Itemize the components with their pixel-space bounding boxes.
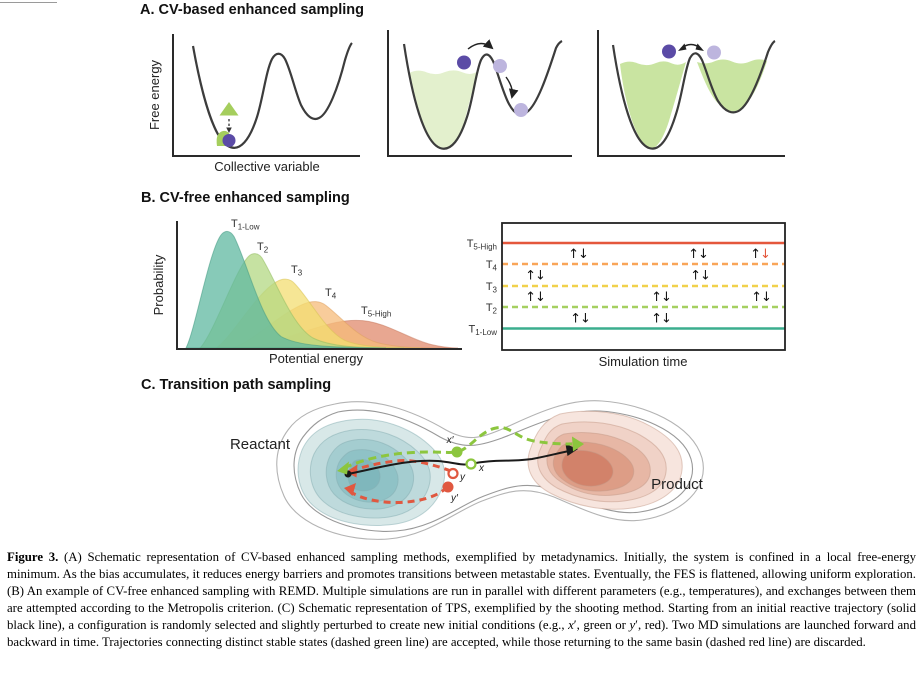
exchange-arrows: ↑↓ bbox=[570, 312, 590, 327]
remd-xlabel: Simulation time bbox=[599, 354, 688, 369]
rejected-arrowhead-lower bbox=[344, 483, 356, 496]
exchange-arrows: ↑↓ bbox=[525, 290, 545, 305]
rejected-trajectory-lower bbox=[350, 485, 449, 504]
a3-ghost-ball bbox=[707, 45, 721, 60]
exchange-arrows: ↑↓ bbox=[651, 290, 671, 305]
point-y bbox=[447, 467, 459, 480]
page-top-rule bbox=[0, 2, 57, 3]
a3-exchange-arrowhead-left bbox=[678, 43, 687, 51]
label-y-prime: y′ bbox=[450, 493, 459, 504]
panel-a-plot3 bbox=[597, 30, 785, 157]
a1-ylabel: Free energy bbox=[147, 59, 162, 130]
panel-a-plot2 bbox=[387, 30, 572, 157]
initial-arrowhead bbox=[565, 444, 578, 456]
accepted-arrowhead-reactant bbox=[337, 461, 349, 475]
dist-label-t4: T4 bbox=[325, 287, 337, 301]
accepted-arrowhead-product bbox=[572, 436, 584, 452]
exchange-arrows: ↑↓ bbox=[751, 290, 771, 305]
a3-exchange-arrowhead-right bbox=[695, 43, 704, 51]
remd-box bbox=[501, 222, 786, 351]
point-x bbox=[465, 458, 477, 470]
remd-label-t4: T4 bbox=[486, 259, 498, 273]
dist-label-t1: T1-Low bbox=[231, 218, 260, 232]
exchange-arrows: ↑↓ bbox=[688, 247, 708, 262]
reactant-basin bbox=[297, 418, 446, 526]
caption-segment: x bbox=[568, 618, 574, 632]
a3-free-energy-curve bbox=[611, 40, 776, 150]
remd-label-t3: T3 bbox=[486, 281, 498, 295]
caption-segment: y bbox=[629, 618, 636, 632]
exchange-arrows: ↑↓ bbox=[750, 247, 770, 262]
remd-exchange-layer: ↑↓ ↑↓ ↑↓ ↑↓ ↑↓ ↑↓ ↑↓ ↑↓ ↑↓ ↑↓ bbox=[525, 247, 772, 327]
panel-b-title: B. CV-free enhanced sampling bbox=[141, 190, 350, 206]
caption-segment: ′, green or bbox=[573, 618, 630, 632]
a1-system-ball bbox=[222, 134, 236, 147]
b-dist-ylabel: Probability bbox=[151, 254, 166, 315]
remd-label-t5: T5-High bbox=[467, 238, 497, 252]
b-dist-xlabel: Potential energy bbox=[269, 351, 363, 366]
a1-bias-triangle bbox=[219, 102, 239, 116]
contour-outer-2 bbox=[293, 409, 694, 532]
panel-a-plot1: Free energy Collective variable bbox=[147, 34, 360, 174]
exchange-arrows: ↑↓ bbox=[525, 269, 545, 284]
a2-axes bbox=[387, 30, 572, 157]
exchange-arrows: ↑↓ bbox=[690, 269, 710, 284]
reactant-label: Reactant bbox=[230, 436, 291, 453]
a2-system-ball bbox=[457, 55, 471, 70]
panel-b-distributions: T1-Low T2 T3 T4 T5-High Probability Pote… bbox=[151, 218, 462, 366]
label-x: x bbox=[478, 463, 485, 474]
b-dist-axes bbox=[176, 221, 462, 350]
a1-axes bbox=[172, 34, 360, 157]
a2-bias-fill bbox=[409, 70, 478, 149]
product-label: Product bbox=[651, 476, 704, 493]
panel-c-title: C. Transition path sampling bbox=[141, 377, 332, 393]
a2-descend-arrow bbox=[505, 76, 519, 99]
rejected-trajectory-upper bbox=[351, 459, 452, 473]
rejected-arrowhead-upper bbox=[346, 464, 358, 478]
accepted-trajectory bbox=[343, 426, 573, 470]
dist-curve-t1 bbox=[185, 230, 387, 349]
figure-caption: Figure 3. (A) Schematic representation o… bbox=[7, 549, 916, 651]
remd-label-t2: T2 bbox=[486, 302, 498, 316]
a3-bias-fill-left bbox=[620, 61, 686, 149]
remd-label-t1: T1-Low bbox=[468, 324, 497, 338]
panel-a-title: A. CV-based enhanced sampling bbox=[140, 2, 364, 18]
point-y-prime bbox=[442, 481, 454, 493]
dist-label-t2: T2 bbox=[257, 241, 269, 255]
caption-segment: (A) Schematic representation of CV-based… bbox=[7, 550, 916, 632]
a3-system-ball bbox=[662, 44, 676, 59]
exchange-arrows: ↑↓ bbox=[568, 247, 588, 262]
a2-free-energy-curve bbox=[402, 40, 563, 150]
panel-b-remd: ↑↓ ↑↓ ↑↓ ↑↓ ↑↓ ↑↓ ↑↓ ↑↓ ↑↓ ↑↓ T5-High T4 T3 T2 T1… bbox=[467, 222, 786, 369]
caption-segment: Figure 3. bbox=[7, 550, 59, 564]
dist-label-t5: T5-High bbox=[361, 305, 391, 319]
dist-label-t3: T3 bbox=[291, 264, 303, 278]
a1-free-energy-curve bbox=[191, 42, 353, 149]
exchange-arrows: ↑↓ bbox=[651, 312, 671, 327]
figure-graphics: Free energy Collective variable bbox=[147, 30, 786, 540]
contour-outer-1 bbox=[276, 400, 704, 540]
a1-deposit-arrowhead bbox=[226, 127, 232, 133]
a2-ghost-ball-top bbox=[493, 59, 507, 73]
panel-c-tps: x′ x y y′ Reactant Product bbox=[230, 400, 704, 540]
a2-ghost-ball-well bbox=[514, 103, 528, 117]
a3-axes bbox=[597, 30, 785, 157]
a2-hop-arrow bbox=[467, 39, 494, 50]
label-y: y bbox=[459, 472, 466, 483]
label-x-prime: x′ bbox=[446, 435, 455, 446]
caption-segment: ′, red). Two MD simulations are launched… bbox=[7, 618, 916, 649]
point-x-prime bbox=[451, 446, 463, 458]
a1-xlabel: Collective variable bbox=[214, 159, 320, 174]
